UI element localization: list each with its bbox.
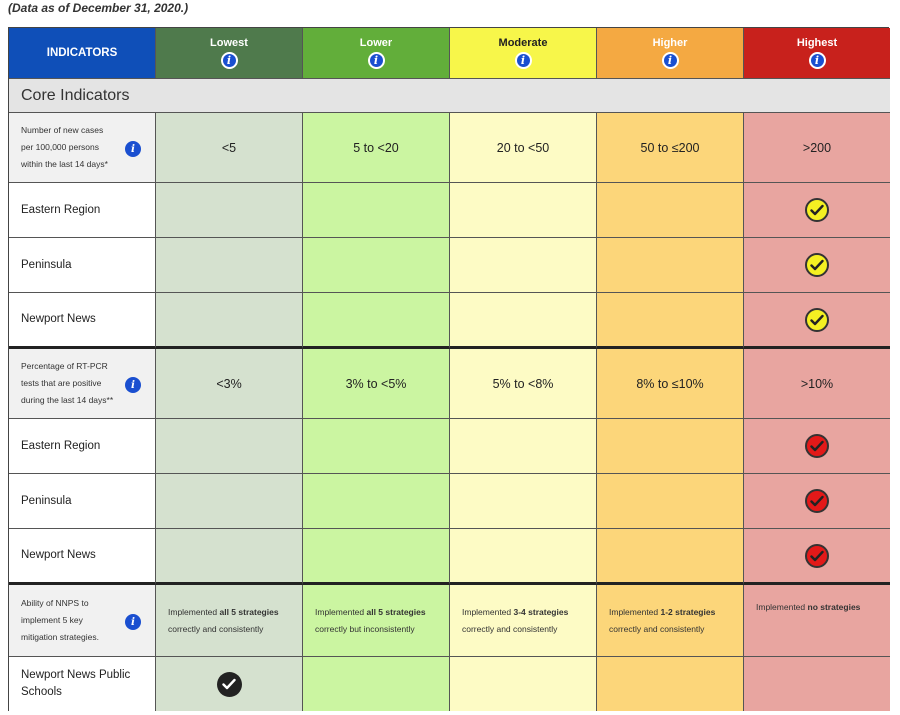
level-cell [597,657,744,711]
indicators-table: INDICATORS Lowest i Lower i Moderate i High… [8,27,890,711]
threshold-moderate: 5% to <8% [450,349,597,419]
level-cell [597,529,744,585]
level-cell [303,657,450,711]
threshold-lower: 3% to <5% [303,349,450,419]
section-title: Core Indicators [9,79,890,113]
info-icon[interactable]: i [367,52,385,69]
level-cell [303,474,450,529]
threshold-higher: 8% to ≤10% [597,349,744,419]
level-cell [597,293,744,349]
info-icon[interactable]: i [125,613,141,630]
level-cell-selected [744,238,890,293]
level-cell [597,183,744,238]
region-label: Eastern Region [9,419,156,474]
level-cell [156,183,303,238]
level-cell-selected [744,529,890,585]
level-cell [156,474,303,529]
strategy-moderate: Implemented 3-4 strategies correctly and … [450,585,597,657]
info-icon[interactable]: i [220,52,238,69]
checkmark-circle-icon [805,307,829,332]
info-icon[interactable]: i [514,52,532,69]
checkmark-circle-icon [805,489,829,513]
header-higher: Higher i [597,28,744,79]
level-cell [156,529,303,585]
header-lower: Lower i [303,28,450,79]
threshold-moderate: 20 to <50 [450,113,597,183]
indicator-label-positivity: Percentage of RT-PCR tests that are posi… [9,349,156,419]
checkmark-circle-icon [805,198,829,222]
header-lowest: Lowest i [156,28,303,79]
level-cell-selected [744,474,890,529]
level-cell [450,529,597,585]
level-cell [303,238,450,293]
region-label: Newport News [9,293,156,349]
level-cell [597,419,744,474]
region-label: Newport News [9,529,156,585]
threshold-lower: 5 to <20 [303,113,450,183]
level-cell [450,419,597,474]
region-label: Newport News Public Schools [9,657,156,711]
threshold-lowest: <5 [156,113,303,183]
level-cell [450,657,597,711]
level-cell [450,238,597,293]
level-cell [156,419,303,474]
info-icon[interactable]: i [661,52,679,69]
threshold-highest: >200 [744,113,890,183]
region-label: Peninsula [9,238,156,293]
checkmark-circle-icon [805,253,829,277]
level-cell [450,293,597,349]
region-label: Peninsula [9,474,156,529]
level-cell [744,657,890,711]
strategy-lower: Implemented all 5 strategies correctly bu… [303,585,450,657]
indicator-label-new-cases: Number of new cases per 100,000 persons … [9,113,156,183]
level-cell [303,419,450,474]
level-cell [450,183,597,238]
level-cell [156,293,303,349]
header-highest: Highest i [744,28,890,79]
info-icon[interactable]: i [808,52,826,69]
level-cell [303,183,450,238]
level-cell [597,474,744,529]
level-cell-selected [744,183,890,238]
indicator-label-mitigation: Ability of NNPS to implement 5 key mitig… [9,585,156,657]
level-cell [303,293,450,349]
checkmark-circle-icon [805,543,829,568]
strategy-highest: Implemented no strategies [744,585,890,657]
info-icon[interactable]: i [125,140,141,157]
region-label: Eastern Region [9,183,156,238]
strategy-lowest: Implemented all 5 strategies correctly an… [156,585,303,657]
header-moderate: Moderate i [450,28,597,79]
info-icon[interactable]: i [125,376,141,393]
threshold-lowest: <3% [156,349,303,419]
checkmark-circle-icon [216,671,242,697]
data-date-caption: (Data as of December 31, 2020.) [8,1,189,15]
level-cell [303,529,450,585]
level-cell [450,474,597,529]
level-cell [597,238,744,293]
strategy-higher: Implemented 1-2 strategies correctly and … [597,585,744,657]
level-cell-selected [744,293,890,349]
header-indicators: INDICATORS [9,28,156,79]
checkmark-circle-icon [805,434,829,458]
level-cell [156,238,303,293]
threshold-higher: 50 to ≤200 [597,113,744,183]
level-cell-selected [744,419,890,474]
level-cell-selected [156,657,303,711]
threshold-highest: >10% [744,349,890,419]
